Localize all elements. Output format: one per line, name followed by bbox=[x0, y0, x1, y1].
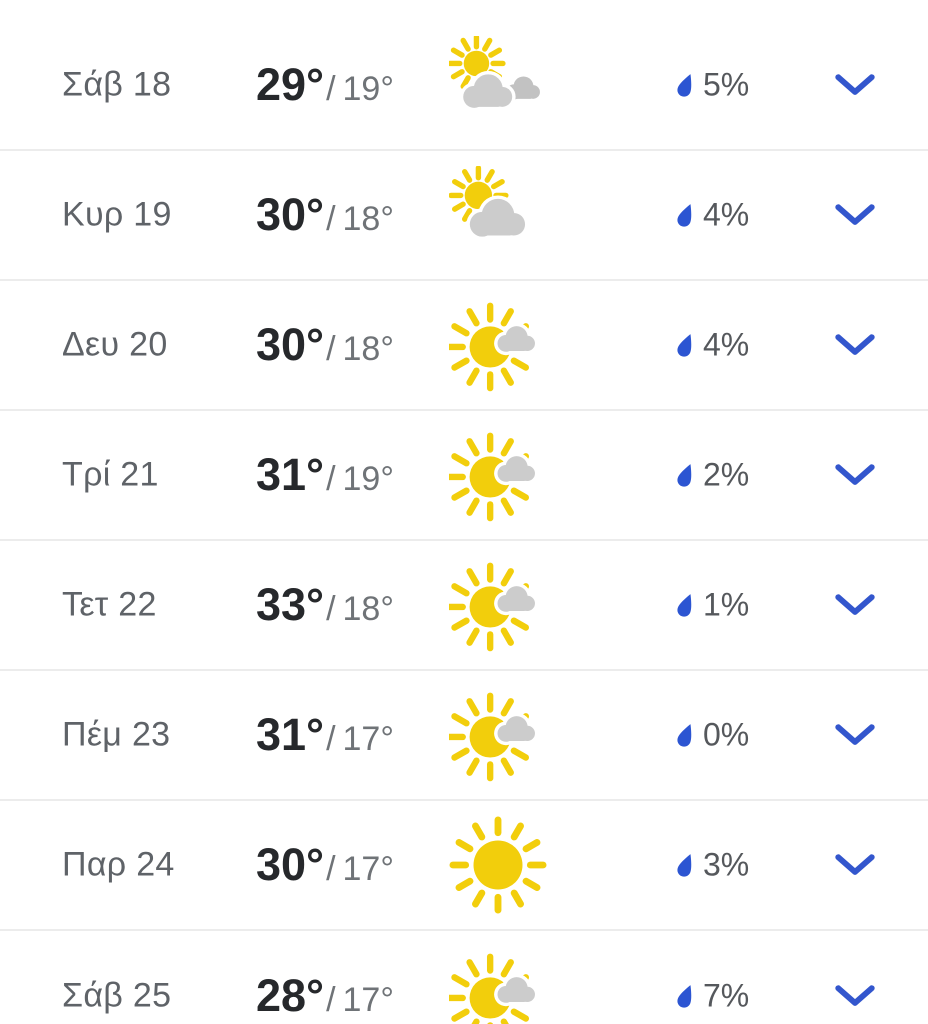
low-temp: 19° bbox=[342, 70, 394, 108]
day-label: Τετ 22 bbox=[62, 585, 157, 624]
precip-percent: 7% bbox=[703, 977, 750, 1014]
weather-icon-mostly-sunny bbox=[448, 555, 548, 655]
weather-icon-mostly-sunny bbox=[448, 295, 548, 395]
high-temp: 30° bbox=[256, 319, 325, 370]
temperature-group: 31° / 17° bbox=[256, 709, 394, 761]
temperature-group: 30° / 17° bbox=[256, 839, 394, 891]
chevron-down-icon[interactable] bbox=[834, 852, 876, 878]
raindrop-icon bbox=[676, 70, 695, 100]
low-temp: 19° bbox=[342, 460, 394, 498]
raindrop-icon bbox=[676, 460, 695, 490]
precipitation-group: 0% bbox=[676, 717, 749, 754]
temp-separator: / bbox=[326, 981, 336, 1019]
precip-percent: 4% bbox=[703, 196, 750, 233]
temp-separator: / bbox=[326, 70, 336, 108]
weather-icon-mostly-sunny bbox=[448, 685, 548, 785]
forecast-row[interactable]: Παρ 24 30° / 17° 3% bbox=[0, 801, 928, 931]
raindrop-icon bbox=[676, 200, 695, 230]
temperature-group: 30° / 18° bbox=[256, 319, 394, 371]
raindrop-icon bbox=[676, 590, 695, 620]
high-temp: 33° bbox=[256, 579, 325, 630]
day-label: Τρί 21 bbox=[62, 455, 159, 494]
high-temp: 29° bbox=[256, 59, 325, 110]
precipitation-group: 3% bbox=[676, 847, 749, 884]
precip-percent: 4% bbox=[703, 326, 750, 363]
chevron-down-icon[interactable] bbox=[834, 722, 876, 748]
temperature-group: 31° / 19° bbox=[256, 449, 394, 501]
forecast-row[interactable]: Κυρ 19 30° / 18° 4% bbox=[0, 151, 928, 281]
temp-separator: / bbox=[326, 850, 336, 888]
day-label: Σάβ 18 bbox=[62, 65, 172, 104]
day-label: Πέμ 23 bbox=[62, 715, 171, 754]
weather-icon-sun-behind-two-clouds bbox=[448, 35, 548, 135]
low-temp: 18° bbox=[342, 330, 394, 368]
day-label: Σάβ 25 bbox=[62, 976, 172, 1015]
temperature-group: 33° / 18° bbox=[256, 579, 394, 631]
high-temp: 31° bbox=[256, 709, 325, 760]
day-label: Δευ 20 bbox=[62, 325, 168, 364]
forecast-row[interactable]: Σάβ 18 29° / 19° bbox=[0, 21, 928, 151]
raindrop-icon bbox=[676, 720, 695, 750]
temp-separator: / bbox=[326, 590, 336, 628]
weather-icon-mostly-sunny bbox=[448, 425, 548, 525]
chevron-down-icon[interactable] bbox=[834, 983, 876, 1009]
weather-icon-sun-behind-cloud bbox=[448, 165, 548, 265]
chevron-down-icon[interactable] bbox=[834, 592, 876, 618]
low-temp: 17° bbox=[342, 850, 394, 888]
precip-percent: 2% bbox=[703, 456, 750, 493]
forecast-row[interactable]: Δευ 20 30° / 18° 4% bbox=[0, 281, 928, 411]
temperature-group: 29° / 19° bbox=[256, 59, 394, 111]
high-temp: 30° bbox=[256, 839, 325, 890]
weather-icon-mostly-sunny bbox=[448, 946, 548, 1024]
chevron-down-icon[interactable] bbox=[834, 462, 876, 488]
chevron-down-icon[interactable] bbox=[834, 202, 876, 228]
precip-percent: 5% bbox=[703, 66, 750, 103]
forecast-row[interactable]: Πέμ 23 31° / 17° 0% bbox=[0, 671, 928, 801]
day-label: Κυρ 19 bbox=[62, 195, 172, 234]
forecast-row[interactable]: Σάβ 25 28° / 17° 7% bbox=[0, 931, 928, 1024]
high-temp: 30° bbox=[256, 189, 325, 240]
raindrop-icon bbox=[676, 981, 695, 1011]
temp-separator: / bbox=[326, 200, 336, 238]
precipitation-group: 5% bbox=[676, 67, 749, 104]
forecast-row[interactable]: Τετ 22 33° / 18° 1% bbox=[0, 541, 928, 671]
temperature-group: 28° / 17° bbox=[256, 970, 394, 1022]
temperature-group: 30° / 18° bbox=[256, 189, 394, 241]
precipitation-group: 7% bbox=[676, 978, 749, 1015]
precipitation-group: 2% bbox=[676, 457, 749, 494]
precip-percent: 0% bbox=[703, 716, 750, 753]
chevron-down-icon[interactable] bbox=[834, 72, 876, 98]
precip-percent: 3% bbox=[703, 846, 750, 883]
raindrop-icon bbox=[676, 850, 695, 880]
temp-separator: / bbox=[326, 330, 336, 368]
weather-icon-sunny bbox=[448, 815, 548, 915]
high-temp: 28° bbox=[256, 970, 325, 1021]
precipitation-group: 4% bbox=[676, 197, 749, 234]
forecast-row[interactable]: Τρί 21 31° / 19° 2% bbox=[0, 411, 928, 541]
low-temp: 18° bbox=[342, 590, 394, 628]
day-label: Παρ 24 bbox=[62, 845, 175, 884]
temp-separator: / bbox=[326, 720, 336, 758]
precipitation-group: 1% bbox=[676, 587, 749, 624]
raindrop-icon bbox=[676, 330, 695, 360]
precipitation-group: 4% bbox=[676, 327, 749, 364]
low-temp: 18° bbox=[342, 200, 394, 238]
low-temp: 17° bbox=[342, 981, 394, 1019]
low-temp: 17° bbox=[342, 720, 394, 758]
temp-separator: / bbox=[326, 460, 336, 498]
chevron-down-icon[interactable] bbox=[834, 332, 876, 358]
high-temp: 31° bbox=[256, 449, 325, 500]
precip-percent: 1% bbox=[703, 586, 750, 623]
